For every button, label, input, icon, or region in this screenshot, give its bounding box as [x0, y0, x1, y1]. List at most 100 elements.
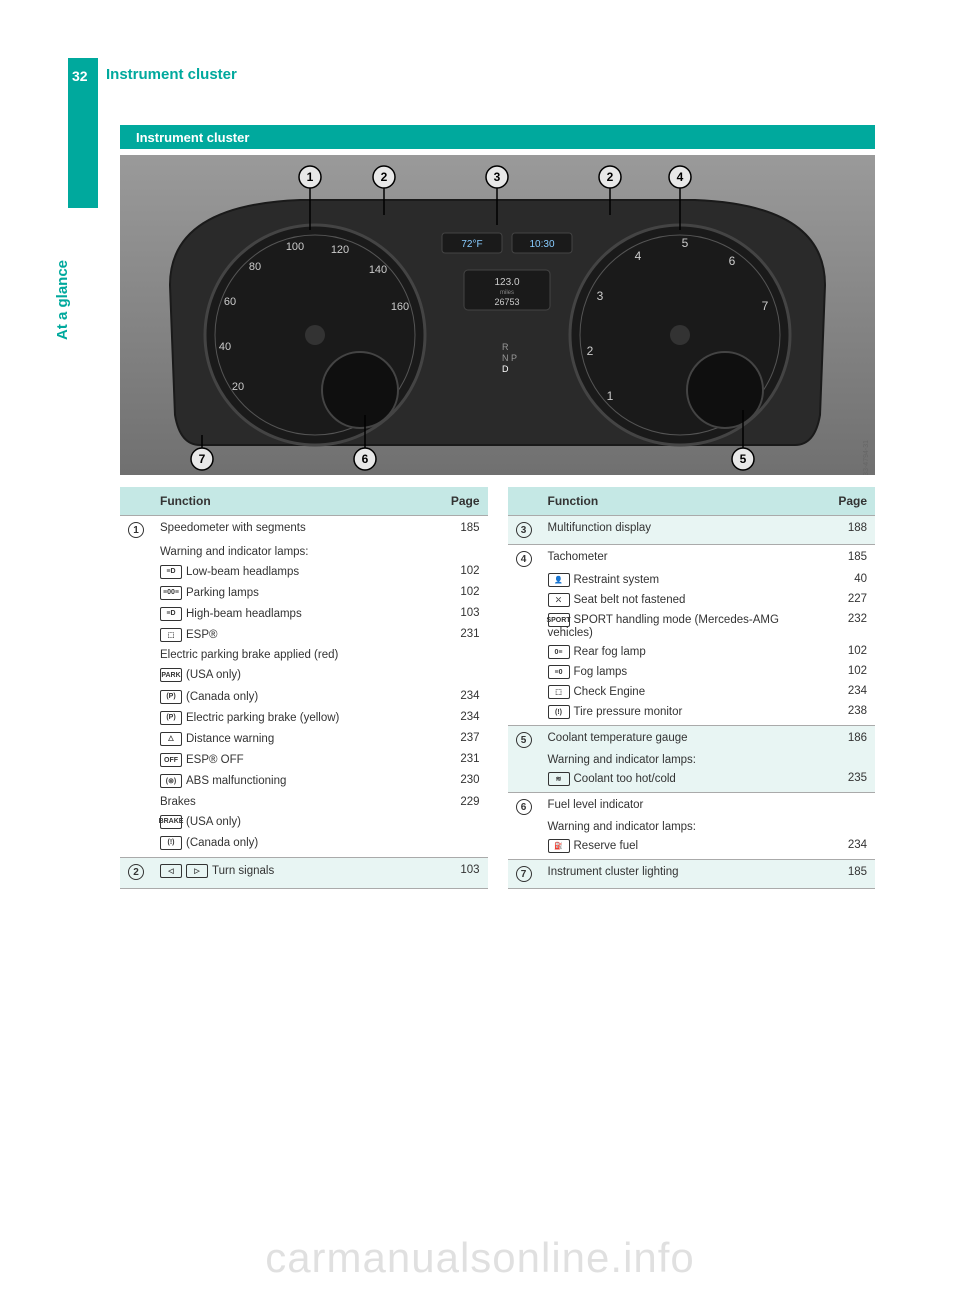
row-text: Low-beam headlamps	[186, 566, 299, 578]
row-text: (USA only)	[186, 816, 241, 828]
row-number	[120, 771, 152, 792]
row-page: 102	[825, 642, 875, 662]
col-blank	[120, 487, 152, 516]
table-row: (!)(Canada only)	[120, 833, 488, 858]
row-page: 186	[825, 726, 875, 752]
svg-text:100: 100	[286, 241, 304, 253]
row-text: Parking lamps	[186, 587, 259, 599]
coolant-icon: ≋	[548, 772, 570, 786]
row-text: Warning and indicator lamps:	[548, 754, 697, 766]
row-number	[120, 729, 152, 750]
row-function: △Distance warning	[152, 729, 438, 750]
table-row: ≡00≡Parking lamps102	[120, 583, 488, 604]
highbeam-icon: ≡D	[160, 607, 182, 621]
row-number	[120, 646, 152, 665]
row-number	[508, 818, 540, 836]
row-page: 185	[438, 516, 488, 543]
svg-text:26753: 26753	[494, 297, 519, 307]
row-number: 7	[508, 860, 540, 889]
restraint-icon: 👤	[548, 573, 570, 587]
table-row: SPORTSPORT handling mode (Mercedes-AMG v…	[508, 610, 876, 642]
parking-icon: ≡00≡	[160, 586, 182, 600]
row-number	[508, 769, 540, 793]
table-row: (!)Tire pressure monitor238	[508, 702, 876, 726]
row-page	[825, 793, 875, 819]
tables-container: Function Page 1Speedometer with segments…	[120, 487, 875, 889]
row-function: ◁▷Turn signals	[152, 858, 438, 889]
row-text: Rear fog lamp	[574, 646, 646, 658]
row-number	[508, 682, 540, 702]
seatbelt-icon: ⛌	[548, 593, 570, 607]
sidebar-label: At a glance	[54, 260, 71, 340]
svg-text:7: 7	[762, 299, 769, 313]
table-row: PARK(USA only)	[120, 665, 488, 686]
col-page: Page	[825, 487, 875, 516]
row-page	[438, 665, 488, 686]
table-row: ≡DLow-beam headlamps102	[120, 562, 488, 583]
row-text: Restraint system	[574, 574, 660, 586]
table-row: ⛌Seat belt not fastened227	[508, 590, 876, 610]
abs-icon: (⊚)	[160, 774, 182, 788]
svg-text:80: 80	[249, 261, 261, 273]
row-number	[508, 836, 540, 860]
row-number	[120, 543, 152, 562]
table-row: (P)Electric parking brake (yellow)234	[120, 708, 488, 729]
row-text: Electric parking brake applied (red)	[160, 649, 338, 661]
table-row: ≋Coolant too hot/cold235	[508, 769, 876, 793]
turnright-icon: ▷	[186, 864, 208, 878]
table-row: 6Fuel level indicator	[508, 793, 876, 819]
pbrake2-icon: (P)	[160, 711, 182, 725]
table-row: BRAKE(USA only)	[120, 812, 488, 833]
row-page	[825, 751, 875, 769]
sport-icon: SPORT	[548, 613, 570, 627]
left-function-table: Function Page 1Speedometer with segments…	[120, 487, 488, 889]
park-icon: PARK	[160, 668, 182, 682]
table-row: 5 Coolant temperature gauge 186	[508, 726, 876, 752]
row-text: Distance warning	[186, 733, 274, 745]
row-text: (Canada only)	[186, 691, 258, 703]
row-number	[508, 590, 540, 610]
row-function: ⬚ESP®	[152, 625, 438, 646]
brake2-icon: (!)	[160, 836, 182, 850]
row-number	[120, 562, 152, 583]
row-page	[438, 812, 488, 833]
row-function: ⬚Check Engine	[540, 682, 826, 702]
row-function: Warning and indicator lamps:	[152, 543, 438, 562]
svg-text:120: 120	[331, 244, 349, 256]
row-text: Tire pressure monitor	[574, 706, 683, 718]
row-page: 235	[825, 769, 875, 793]
svg-text:2: 2	[607, 170, 614, 184]
svg-text:6: 6	[362, 452, 369, 466]
section-banner: Instrument cluster	[120, 125, 875, 149]
callout-number: 7	[516, 866, 532, 882]
col-function: Function	[152, 487, 438, 516]
row-function: PARK(USA only)	[152, 665, 438, 686]
row-number: 4	[508, 545, 540, 571]
row-number	[120, 750, 152, 771]
row-page: 231	[438, 750, 488, 771]
row-function: ≋Coolant too hot/cold	[540, 769, 826, 793]
row-text: Coolant temperature gauge	[548, 732, 688, 744]
row-number: 5	[508, 726, 540, 752]
row-function: Warning and indicator lamps:	[540, 751, 826, 769]
row-page: 234	[825, 682, 875, 702]
row-number	[120, 708, 152, 729]
row-function: ⛌Seat belt not fastened	[540, 590, 826, 610]
table-row: 4Tachometer185	[508, 545, 876, 571]
row-page	[438, 833, 488, 858]
row-page: 232	[825, 610, 875, 642]
table-row: 2◁▷Turn signals103	[120, 858, 488, 889]
table-row: Warning and indicator lamps:	[508, 751, 876, 769]
callout-number: 2	[128, 864, 144, 880]
row-page: 230	[438, 771, 488, 792]
row-page: 237	[438, 729, 488, 750]
row-function: 0≡Rear fog lamp	[540, 642, 826, 662]
row-number	[508, 751, 540, 769]
row-function: (!)(Canada only)	[152, 833, 438, 858]
row-page: 234	[825, 836, 875, 860]
col-page: Page	[438, 487, 488, 516]
row-function: Tachometer	[540, 545, 826, 571]
svg-text:5: 5	[740, 452, 747, 466]
lowbeam-icon: ≡D	[160, 565, 182, 579]
svg-text:60: 60	[224, 296, 236, 308]
